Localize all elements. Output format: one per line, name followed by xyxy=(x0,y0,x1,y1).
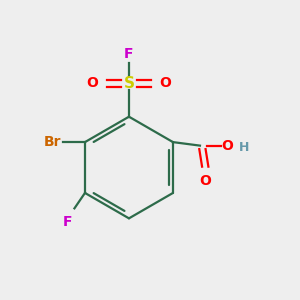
Text: F: F xyxy=(63,215,72,230)
Text: F: F xyxy=(124,47,134,61)
Text: S: S xyxy=(124,76,134,91)
Text: O: O xyxy=(200,174,211,188)
Text: O: O xyxy=(221,139,233,153)
Text: Br: Br xyxy=(44,135,61,149)
Text: O: O xyxy=(87,76,98,90)
Text: H: H xyxy=(239,140,249,154)
Text: O: O xyxy=(160,76,171,90)
